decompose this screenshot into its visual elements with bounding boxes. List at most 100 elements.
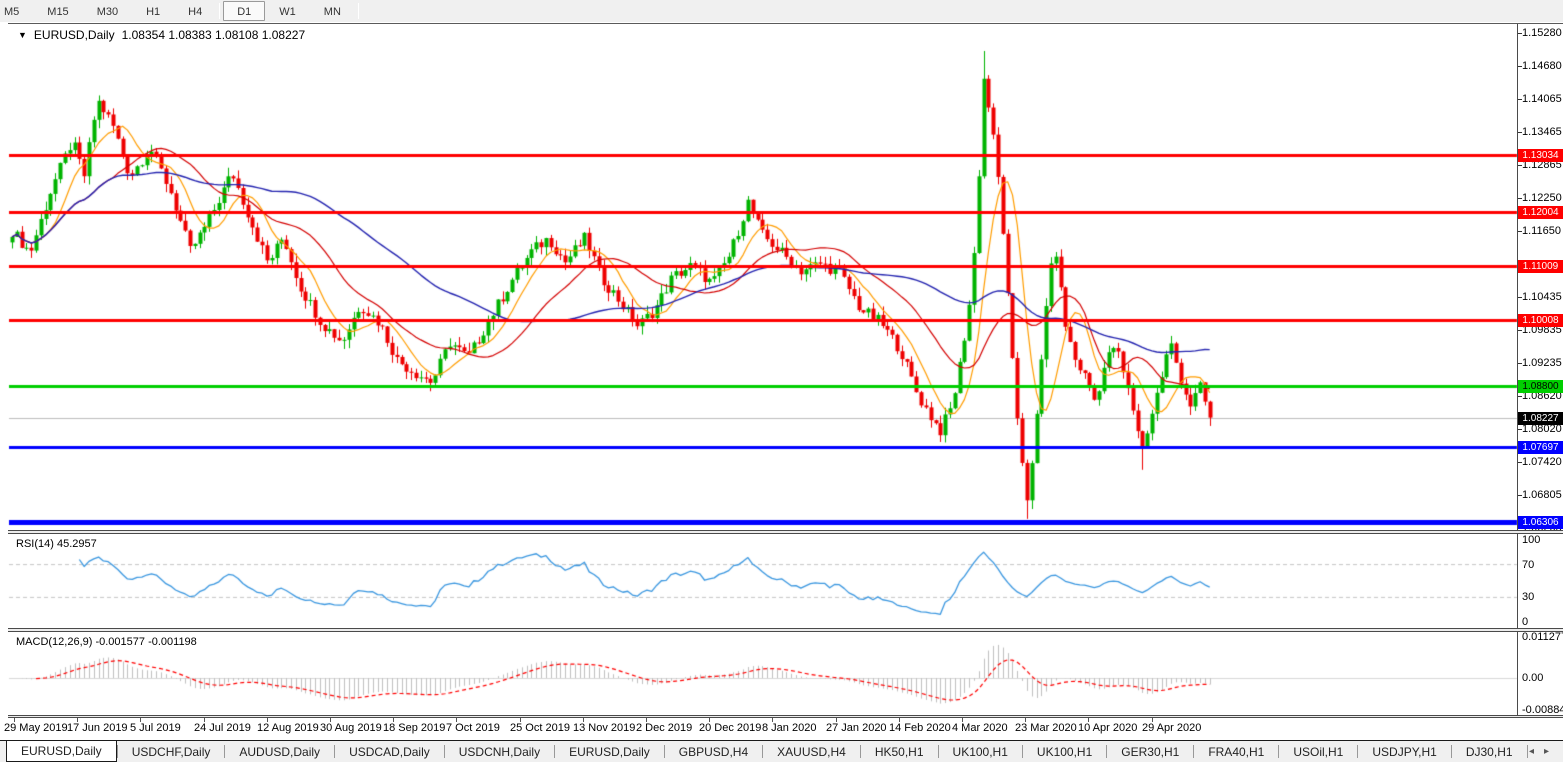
price-level-badge: 1.06306: [1518, 516, 1563, 529]
date-axis-label: 17 Jun 2019: [67, 722, 128, 734]
date-axis-label: 2 Dec 2019: [636, 722, 693, 734]
date-axis-label: 25 Oct 2019: [510, 722, 570, 734]
price-rsi-separator[interactable]: [8, 530, 1563, 534]
price-level-badge: 1.08227: [1518, 412, 1563, 425]
price-axis-label: 1.09835: [1522, 324, 1562, 336]
tab-separator: [116, 745, 118, 758]
date-axis-label: 29 Apr 2020: [1142, 722, 1202, 734]
price-axis-label: 1.10435: [1522, 291, 1562, 303]
price-axis-tick: [1517, 396, 1522, 397]
date-axis-tick: [267, 718, 268, 722]
date-axis-label: 30 Aug 2019: [320, 722, 382, 734]
date-axis-label: 18 Sep 2019: [383, 722, 446, 734]
date-axis-label: 27 Jan 2020: [826, 722, 887, 734]
timeframe-button-mn[interactable]: MN: [323, 6, 341, 18]
chart-symbol-label: EURUSD,Daily: [33, 28, 115, 42]
tab-separator: [762, 745, 764, 758]
date-axis-tick: [1152, 718, 1153, 722]
symbol-dropdown-icon[interactable]: ▼: [18, 30, 27, 40]
price-axis-tick: [1517, 363, 1522, 364]
timeframe-button-m15[interactable]: M15: [47, 6, 69, 18]
date-axis-tick: [204, 718, 205, 722]
date-axis-tick: [1088, 718, 1089, 722]
tab-separator: [334, 745, 336, 758]
rsi-canvas[interactable]: [0, 534, 1563, 628]
price-axis-tick: [1517, 462, 1522, 463]
chart-tab-eurusd-daily[interactable]: EURUSD,Daily: [6, 741, 117, 762]
date-axis-tick: [836, 718, 837, 722]
date-axis-label: 20 Dec 2019: [699, 722, 762, 734]
macd-indicator-label: MACD(12,26,9) -0.001577 -0.001198: [16, 636, 197, 648]
price-level-badge: 1.07697: [1518, 441, 1563, 454]
date-axis-label: 13 Nov 2019: [573, 722, 636, 734]
price-axis-label: 1.12865: [1522, 159, 1562, 171]
price-axis-tick: [1517, 66, 1522, 67]
date-axis-tick: [1025, 718, 1026, 722]
tab-separator: [1106, 745, 1108, 758]
chart-tab-audusd-daily[interactable]: AUDUSD,Daily: [239, 744, 321, 759]
price-level-badge: 1.13034: [1518, 149, 1563, 162]
chart-tab-hk50-h1[interactable]: HK50,H1: [874, 744, 924, 759]
chart-tab-fra40-h1[interactable]: FRA40,H1: [1208, 744, 1265, 759]
timeframe-button-w1[interactable]: W1: [279, 6, 296, 18]
price-axis-label: 1.08020: [1522, 423, 1562, 435]
timeframe-button-d1[interactable]: D1: [223, 1, 266, 21]
chart-tab-usdjpy-h1[interactable]: USDJPY,H1: [1372, 744, 1437, 759]
price-axis-label: 1.14680: [1522, 60, 1562, 72]
date-axis-tick: [646, 718, 647, 722]
timeframe-button-h4[interactable]: H4: [188, 6, 203, 18]
date-axis-tick: [899, 718, 900, 722]
chart-tab-xauusd-h4[interactable]: XAUUSD,H4: [777, 744, 846, 759]
tab-scroll-left-icon[interactable]: ◂: [1528, 746, 1534, 757]
chart-tab-uk100-h1[interactable]: UK100,H1: [952, 744, 1008, 759]
price-level-badge: 1.10008: [1518, 314, 1563, 327]
price-axis-tick: [1517, 33, 1522, 34]
tab-separator: [859, 745, 861, 758]
date-axis-tick: [393, 718, 394, 722]
timeframe-button-m30[interactable]: M30: [96, 6, 119, 18]
date-axis-label: 5 Jul 2019: [130, 722, 181, 734]
date-axis-label: 29 May 2019: [4, 722, 68, 734]
macd-canvas[interactable]: [0, 632, 1563, 715]
tab-separator: [1526, 745, 1528, 758]
price-axis-label: 1.13465: [1522, 126, 1562, 138]
rsi-axis-label: 30: [1522, 591, 1535, 603]
price-axis-label: 1.15280: [1522, 27, 1562, 39]
chart-tab-usdcad-daily[interactable]: USDCAD,Daily: [349, 744, 430, 759]
tab-separator: [1193, 745, 1195, 758]
price-axis-label: 1.12250: [1522, 192, 1562, 204]
chart-tab-usoil-h1[interactable]: USOil,H1: [1293, 744, 1344, 759]
chart-tab-usdcnh-daily[interactable]: USDCNH,Daily: [458, 744, 541, 759]
price-level-badge: 1.08800: [1518, 380, 1563, 393]
price-axis-label: 1.08620: [1522, 390, 1562, 402]
tab-separator: [937, 745, 939, 758]
chart-tab-uk100-h1[interactable]: UK100,H1: [1036, 744, 1093, 759]
price-axis-label: 1.06805: [1522, 489, 1562, 501]
timeframe-button-m5[interactable]: M5: [4, 6, 20, 18]
timeframe-button-h1[interactable]: H1: [146, 6, 161, 18]
rsi-axis-label: 0: [1522, 616, 1529, 628]
tab-scroll-right-icon[interactable]: ▸: [1543, 746, 1549, 757]
macd-axis-label: 0.00: [1522, 672, 1544, 684]
tab-separator: [443, 745, 445, 758]
rsi-axis-label: 70: [1522, 559, 1535, 571]
date-axis-label: 10 Apr 2020: [1078, 722, 1138, 734]
price-axis-tick: [1517, 429, 1522, 430]
chart-tab-ger30-h1[interactable]: GER30,H1: [1121, 744, 1180, 759]
date-axis-tick: [583, 718, 584, 722]
rsi-macd-separator[interactable]: [8, 628, 1563, 632]
date-axis: 29 May 2019 17 Jun 2019 5 Jul 2019 24 Jul 2…: [4, 718, 1563, 740]
macd-axis-label: -0.008845: [1522, 704, 1563, 716]
date-axis-label: 23 Mar 2020: [1015, 722, 1077, 734]
toolbar-separator: [357, 3, 359, 19]
price-chart-canvas[interactable]: [0, 24, 1563, 530]
chart-tab-gbpusd-h4[interactable]: GBPUSD,H4: [678, 744, 749, 759]
price-axis-label: 1.07420: [1522, 456, 1562, 468]
price-axis-tick: [1517, 132, 1522, 133]
chart-tab-usdchf-daily[interactable]: USDCHF,Daily: [131, 744, 211, 759]
chart-tab-dj30-h1[interactable]: DJ30,H1: [1465, 744, 1513, 759]
price-axis-tick: [1517, 495, 1522, 496]
date-axis-tick: [330, 718, 331, 722]
date-axis-tick: [140, 718, 141, 722]
chart-tab-eurusd-daily[interactable]: EURUSD,Daily: [569, 744, 650, 759]
